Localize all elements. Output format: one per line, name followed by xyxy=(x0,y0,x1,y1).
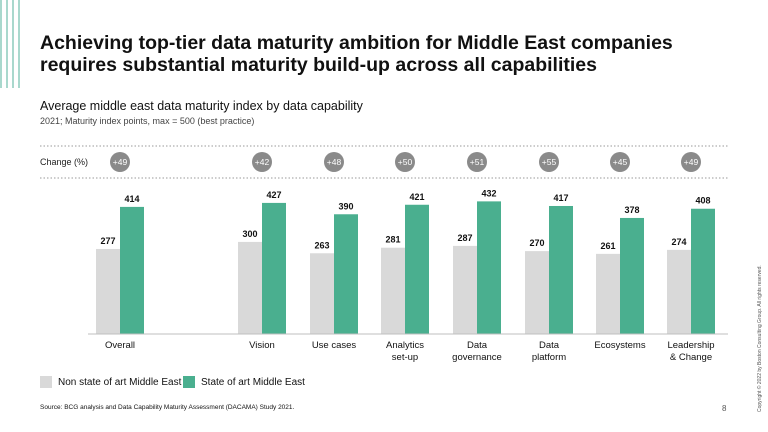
change-badge-value: +45 xyxy=(613,157,628,167)
bar-non-state xyxy=(381,247,405,334)
bar-state xyxy=(405,204,429,334)
decorative-stripes xyxy=(0,0,26,88)
bar-non-state xyxy=(667,249,691,334)
data-label-non-state: 277 xyxy=(100,236,115,246)
data-label-state: 427 xyxy=(266,190,281,200)
page-title: Achieving top-tier data maturity ambitio… xyxy=(40,32,673,76)
data-label-state: 378 xyxy=(624,205,639,215)
change-badge-value: +49 xyxy=(684,157,699,167)
data-label-non-state: 274 xyxy=(671,237,686,247)
legend-swatch-non-state xyxy=(40,376,52,388)
bar-non-state xyxy=(525,251,549,334)
bar-non-state xyxy=(453,245,477,334)
bar-state xyxy=(691,208,715,334)
change-badge-value: +48 xyxy=(327,157,342,167)
change-badge xyxy=(110,152,130,172)
category-label: Overall xyxy=(105,340,135,351)
category-label: Use cases xyxy=(312,340,357,351)
page-number: 8 xyxy=(722,404,727,413)
bar-state xyxy=(549,205,573,334)
category-label: Leadership & Change xyxy=(667,340,714,363)
data-label-non-state: 300 xyxy=(242,229,257,239)
change-badge-value: +42 xyxy=(255,157,270,167)
change-badge xyxy=(467,152,487,172)
change-badge xyxy=(681,152,701,172)
bar-non-state xyxy=(310,253,334,334)
data-label-state: 417 xyxy=(553,193,568,203)
change-badge-value: +50 xyxy=(398,157,413,167)
change-badge xyxy=(252,152,272,172)
data-label-non-state: 270 xyxy=(529,238,544,248)
bar-non-state xyxy=(596,253,620,334)
change-badge xyxy=(395,152,415,172)
bar-state xyxy=(477,201,501,334)
legend-swatch-state xyxy=(183,376,195,388)
chart-subnote: 2021; Maturity index points, max = 500 (… xyxy=(40,116,255,126)
change-badge-value: +49 xyxy=(113,157,128,167)
copyright-note: Copyright © 2022 by Boston Consulting Gr… xyxy=(757,265,763,412)
data-label-state: 432 xyxy=(481,188,496,198)
legend-non-state: Non state of art Middle East xyxy=(40,376,181,388)
category-label: Ecosystems xyxy=(594,340,645,351)
change-label: Change (%) xyxy=(40,157,88,167)
data-label-non-state: 263 xyxy=(314,240,329,250)
legend-state: State of art Middle East xyxy=(183,376,305,388)
category-label: Analytics set-up xyxy=(386,340,424,363)
data-label-non-state: 261 xyxy=(600,241,615,251)
bar-chart: Change (%) +49 277 414 Overall +42 300 427 Visio… xyxy=(40,145,728,363)
bar-state xyxy=(620,217,644,334)
data-label-state: 414 xyxy=(124,194,139,204)
change-badge-value: +55 xyxy=(542,157,557,167)
source-note: Source: BCG analysis and Data Capability… xyxy=(40,404,295,411)
change-badge xyxy=(610,152,630,172)
data-label-non-state: 281 xyxy=(385,235,400,245)
change-badge xyxy=(539,152,559,172)
chart-subtitle: Average middle east data maturity index … xyxy=(40,99,363,113)
category-label: Vision xyxy=(249,340,275,351)
bar-state xyxy=(120,206,144,334)
category-label: Data platform xyxy=(532,340,566,363)
bar-state xyxy=(262,202,286,334)
data-label-state: 421 xyxy=(409,192,424,202)
category-label: Data governance xyxy=(452,340,502,363)
bar-non-state xyxy=(238,241,262,334)
legend-label-state: State of art Middle East xyxy=(201,376,305,388)
data-label-non-state: 287 xyxy=(457,233,472,243)
bar-non-state xyxy=(96,248,120,334)
bar-state xyxy=(334,214,358,334)
data-label-state: 390 xyxy=(338,201,353,211)
data-label-state: 408 xyxy=(695,196,710,206)
change-badge-value: +51 xyxy=(470,157,485,167)
legend-label-non-state: Non state of art Middle East xyxy=(58,376,182,388)
change-badge xyxy=(324,152,344,172)
